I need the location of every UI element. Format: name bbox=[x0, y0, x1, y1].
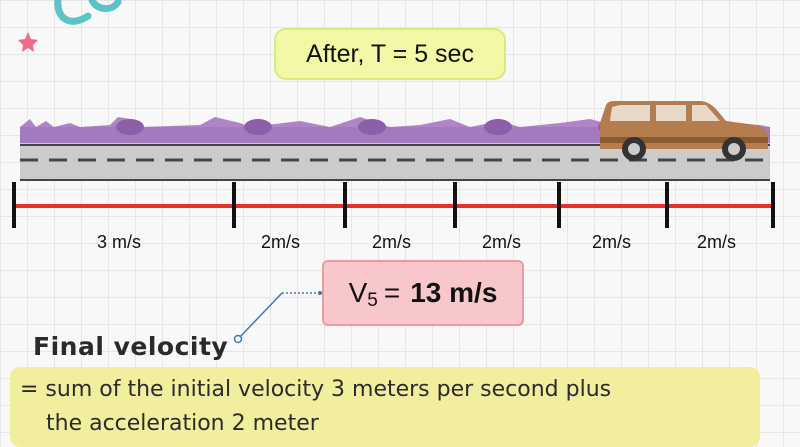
description-line-2: the acceleration 2 meter bbox=[46, 411, 319, 436]
velocity-subscript: 5 bbox=[367, 290, 378, 311]
segment-speed-label: 2m/s bbox=[261, 232, 301, 252]
description-line-1: = sum of the initial velocity 3 meters p… bbox=[20, 377, 612, 402]
segment-speed-label: 2m/s bbox=[372, 232, 412, 252]
velocity-value: 13 m/s bbox=[410, 277, 498, 308]
segment-speed-label: 2m/s bbox=[697, 232, 737, 252]
time-title: After, T = 5 sec bbox=[274, 28, 506, 80]
road-scene bbox=[20, 101, 770, 181]
car-icon bbox=[600, 101, 768, 161]
segment-speed-label: 3 m/s bbox=[97, 232, 142, 252]
final-velocity-value-box: V 5 = 13 m/s bbox=[322, 260, 524, 326]
velocity-symbol: V bbox=[348, 277, 368, 308]
distance-timeline bbox=[12, 182, 775, 228]
final-velocity-label: Final velocity bbox=[33, 332, 229, 361]
connector-line bbox=[233, 291, 322, 344]
segment-speed-label: 2m/s bbox=[592, 232, 632, 252]
segment-speed-label: 2m/s bbox=[482, 232, 522, 252]
star-icon bbox=[18, 32, 38, 52]
velocity-equals: = bbox=[383, 277, 401, 308]
decorative-logo bbox=[18, 0, 122, 52]
description-box: = sum of the initial velocity 3 meters p… bbox=[10, 367, 760, 447]
